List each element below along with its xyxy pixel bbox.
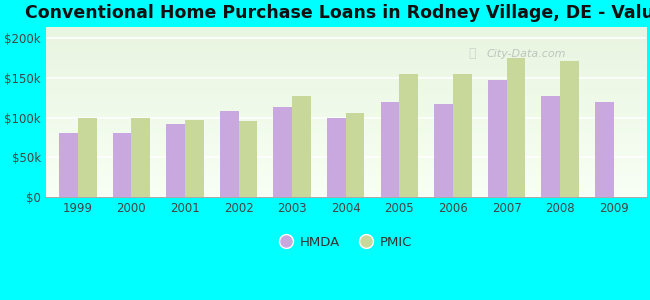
Bar [506,58,525,197]
Bar [185,120,203,197]
Bar [220,111,239,197]
Bar [346,113,365,197]
Bar [239,122,257,197]
Legend: HMDA, PMIC: HMDA, PMIC [274,231,417,255]
Bar [399,74,418,197]
Bar [453,74,472,197]
Bar [166,124,185,197]
Text: City-Data.com: City-Data.com [487,49,566,59]
Bar [274,107,292,197]
Bar [292,96,311,197]
Bar [560,61,579,197]
Bar [112,133,131,197]
Bar [59,133,78,197]
Bar [488,80,506,197]
Bar [380,102,399,197]
Bar [595,102,614,197]
Bar [131,118,150,197]
Bar [541,96,560,197]
Bar [78,118,97,197]
Title: Conventional Home Purchase Loans in Rodney Village, DE - Value: Conventional Home Purchase Loans in Rodn… [25,4,650,22]
Bar [434,104,453,197]
Bar [327,118,346,197]
Text: ⓘ: ⓘ [469,47,476,60]
